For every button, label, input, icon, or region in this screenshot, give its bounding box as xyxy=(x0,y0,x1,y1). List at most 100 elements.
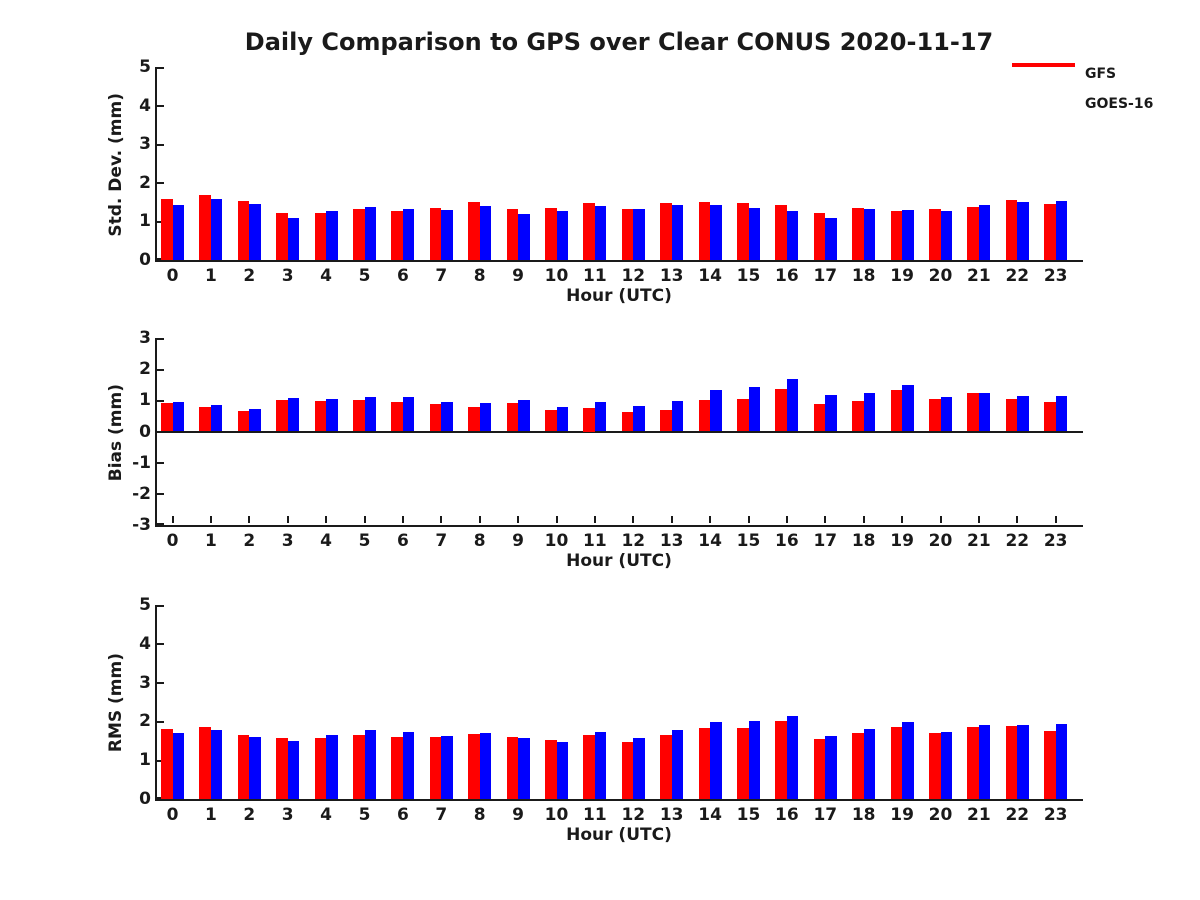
goes-16-bar xyxy=(710,389,722,432)
goes-16-bar xyxy=(364,396,376,432)
y-tick xyxy=(157,220,164,223)
x-tick-label: 15 xyxy=(736,531,761,551)
gfs-bar xyxy=(890,390,903,432)
goes-16-bar xyxy=(1055,395,1068,432)
gfs-bar xyxy=(199,406,211,432)
goes-16-bar xyxy=(594,732,607,799)
y-tick xyxy=(157,182,164,185)
goes-16-bar xyxy=(249,409,261,432)
goes-16-bar xyxy=(556,406,568,432)
x-tick-label: 17 xyxy=(813,266,838,286)
gfs-bar xyxy=(506,403,519,432)
goes-16-bar xyxy=(978,725,991,799)
gfs-bar xyxy=(890,727,903,799)
gfs-bar xyxy=(660,735,672,799)
x-tick-label: 11 xyxy=(583,531,607,551)
gfs-bar xyxy=(737,728,749,799)
x-tick-label: 20 xyxy=(928,531,953,551)
x-tick-label: 21 xyxy=(967,266,991,286)
x-tick-label: 12 xyxy=(621,805,646,825)
x-tick-label: 3 xyxy=(281,266,294,286)
y-tick xyxy=(157,493,164,496)
x-tick xyxy=(401,516,404,523)
y-tick-label: 5 xyxy=(139,595,151,615)
x-tick-label: 0 xyxy=(166,266,179,286)
goes-16-bar xyxy=(441,401,453,432)
x-tick xyxy=(939,516,942,523)
goes-16-bar xyxy=(786,211,799,260)
gfs-bar xyxy=(890,210,903,260)
goes-16-bar xyxy=(441,735,453,799)
goes-16-bar xyxy=(1017,395,1029,432)
gfs-bar xyxy=(276,737,288,799)
gfs-bar xyxy=(1044,730,1056,799)
gfs-bar xyxy=(775,205,787,260)
y-tick-label: 3 xyxy=(139,134,151,155)
y-tick xyxy=(157,759,164,762)
x-tick xyxy=(363,516,366,523)
x-tick xyxy=(747,516,750,523)
goes-16-bar xyxy=(671,204,684,260)
goes-16-bar xyxy=(825,735,837,799)
gfs-bar xyxy=(545,740,557,799)
y-tick xyxy=(157,368,164,371)
x-tick-label: 6 xyxy=(396,531,409,551)
legend-label-gfs: GFS xyxy=(1085,65,1117,82)
gfs-bar xyxy=(161,199,173,260)
y-tick-label: 0 xyxy=(139,789,151,809)
page-title: Daily Comparison to GPS over Clear CONUS… xyxy=(244,28,994,56)
goes-16-bar xyxy=(210,405,223,432)
x-tick-label: 7 xyxy=(435,531,448,551)
x-tick-label: 16 xyxy=(775,805,799,825)
goes-16-bar xyxy=(518,400,530,432)
y-tick-label: -2 xyxy=(132,483,151,504)
x-tick-label: 14 xyxy=(698,805,722,825)
y-tick-label: 0 xyxy=(139,421,151,442)
goes-16-bar xyxy=(940,210,952,260)
x-tick-label: 4 xyxy=(320,805,333,825)
y-tick xyxy=(157,337,164,340)
y-tick xyxy=(157,462,164,465)
gfs-bar xyxy=(813,739,826,799)
x-tick-label: 11 xyxy=(583,805,607,825)
x-tick-label: 13 xyxy=(659,531,684,551)
y-tick xyxy=(157,643,164,646)
y-tick-label: 2 xyxy=(139,359,151,380)
x-tick-label: 9 xyxy=(512,266,525,286)
goes-16-bar xyxy=(172,401,184,432)
x-tick-label: 8 xyxy=(473,266,486,286)
y-tick xyxy=(157,604,164,607)
x-tick-label: 2 xyxy=(243,266,256,286)
gfs-bar xyxy=(276,212,288,260)
x-tick-label: 5 xyxy=(358,266,371,286)
goes-16-bar xyxy=(748,207,760,260)
gfs-bar xyxy=(161,403,173,432)
x-tick-label: 1 xyxy=(204,805,217,825)
gfs-bar xyxy=(1044,204,1056,260)
x-axis-label: Hour (UTC) xyxy=(566,825,672,845)
x-tick xyxy=(1016,516,1019,523)
gfs-bar xyxy=(237,410,250,432)
y-tick xyxy=(157,796,164,799)
goes-16-bar xyxy=(1017,202,1029,260)
gfs-bar xyxy=(583,203,595,260)
gfs-bar xyxy=(775,721,787,799)
x-tick-label: 1 xyxy=(204,531,217,551)
goes-16-bar xyxy=(479,733,492,799)
gfs-bar xyxy=(1005,726,1018,799)
x-tick-label: 9 xyxy=(512,531,525,551)
plot-area-stddev: 0 1 2 3 4 5 0 1 2 3 4 5 6 7 8 9 10 11 12 13 14 15 16 17 18 19 20 21… xyxy=(139,57,1083,286)
x-tick xyxy=(670,516,673,523)
gfs-bar xyxy=(660,409,672,432)
x-tick-label: 4 xyxy=(320,531,333,551)
gfs-bar xyxy=(506,737,519,799)
x-tick-label: 13 xyxy=(659,266,684,286)
gfs-bar xyxy=(1044,402,1056,432)
gfs-bar xyxy=(1005,399,1018,432)
x-tick xyxy=(555,516,558,523)
gfs-bar xyxy=(929,733,941,799)
gfs-bar xyxy=(621,412,634,432)
goes-16-bar xyxy=(326,398,338,432)
x-tick-label: 22 xyxy=(1005,531,1030,551)
x-tick xyxy=(785,516,788,523)
